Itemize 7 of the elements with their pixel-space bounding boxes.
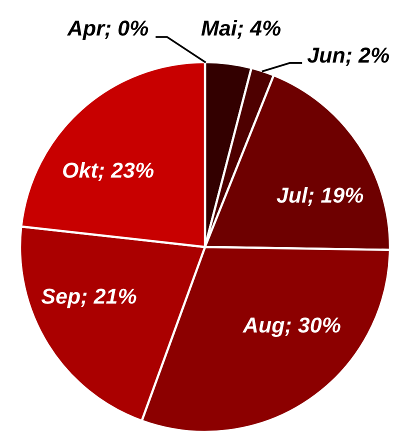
- slice-label: Jun; 2%: [307, 48, 390, 66]
- slice-label: Okt; 23%: [63, 162, 154, 181]
- category-label: Apr; 0%: [66, 20, 148, 40]
- slice-label: Jul; 19%: [276, 187, 364, 206]
- slice-label: Sep; 21%: [41, 288, 136, 308]
- slice-label: Mai; 4%: [201, 20, 281, 39]
- slice-label: Aug; 30%: [242, 317, 340, 337]
